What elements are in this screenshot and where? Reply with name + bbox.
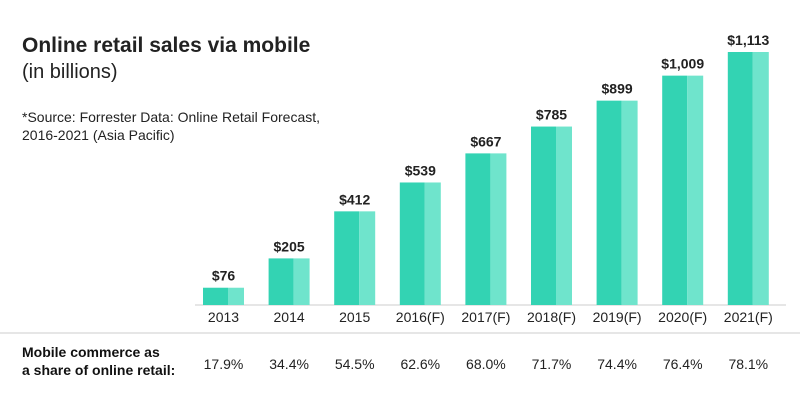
bar-highlight bbox=[359, 211, 376, 305]
share-value: 62.6% bbox=[400, 356, 440, 372]
bar bbox=[727, 52, 753, 305]
data-label: $412 bbox=[339, 191, 370, 207]
data-label: $667 bbox=[470, 133, 501, 149]
bar-group bbox=[662, 75, 704, 305]
bar bbox=[334, 211, 360, 305]
x-tick-label: 2019(F) bbox=[593, 309, 642, 325]
bar-highlight bbox=[293, 258, 310, 305]
chart-title: Online retail sales via mobile bbox=[22, 34, 311, 57]
bar bbox=[596, 100, 622, 305]
bar-highlight bbox=[556, 126, 572, 305]
x-tick-label: 2021(F) bbox=[724, 309, 773, 325]
data-label: $899 bbox=[602, 81, 633, 97]
data-label: $76 bbox=[212, 268, 236, 284]
bar-group bbox=[268, 258, 310, 305]
bar-group bbox=[465, 153, 507, 305]
data-label: $205 bbox=[274, 238, 305, 254]
bar-group bbox=[334, 211, 376, 305]
bar-highlight bbox=[490, 153, 507, 305]
bar bbox=[531, 126, 557, 305]
source-note: *Source: Forrester Data: Online Retail F… bbox=[22, 109, 321, 143]
x-tick-label: 2018(F) bbox=[527, 309, 576, 325]
share-value: 78.1% bbox=[728, 356, 768, 372]
share-value: 74.4% bbox=[597, 356, 637, 372]
x-tick-label: 2014 bbox=[274, 309, 305, 325]
data-label: $1,009 bbox=[661, 56, 704, 72]
bar-group bbox=[399, 182, 441, 305]
share-label-line1: Mobile commerce as bbox=[22, 344, 160, 360]
share-row-label: Mobile commerce as a share of online ret… bbox=[22, 343, 175, 379]
chart-subtitle: (in billions) bbox=[22, 61, 118, 83]
bar bbox=[662, 75, 688, 305]
bar bbox=[203, 287, 229, 305]
share-value: 71.7% bbox=[532, 356, 572, 372]
bar-highlight bbox=[424, 182, 441, 305]
bar-group bbox=[531, 126, 572, 305]
bar bbox=[268, 258, 294, 305]
data-label: $1,113 bbox=[727, 32, 769, 48]
share-value: 54.5% bbox=[335, 356, 375, 372]
bar-highlight bbox=[752, 52, 769, 305]
bar bbox=[465, 153, 491, 305]
x-tick-label: 2015 bbox=[339, 309, 370, 325]
share-label-line2: a share of online retail: bbox=[22, 362, 176, 378]
share-value: 17.9% bbox=[204, 356, 244, 372]
share-value: 76.4% bbox=[663, 356, 703, 372]
x-tick-label: 2013 bbox=[208, 309, 239, 325]
bar-group bbox=[727, 52, 769, 305]
x-tick-label: 2016(F) bbox=[396, 309, 445, 325]
x-tick-label: 2017(F) bbox=[461, 309, 510, 325]
bar-highlight bbox=[687, 75, 704, 305]
bar-highlight bbox=[228, 287, 244, 305]
bar-group bbox=[596, 100, 638, 305]
bar bbox=[399, 182, 425, 305]
x-tick-label: 2020(F) bbox=[658, 309, 707, 325]
bar-highlight bbox=[621, 100, 638, 305]
share-value: 34.4% bbox=[269, 356, 309, 372]
data-label: $785 bbox=[536, 107, 567, 123]
bar-group bbox=[203, 287, 244, 305]
share-value: 68.0% bbox=[466, 356, 506, 372]
data-label: $539 bbox=[405, 162, 436, 178]
